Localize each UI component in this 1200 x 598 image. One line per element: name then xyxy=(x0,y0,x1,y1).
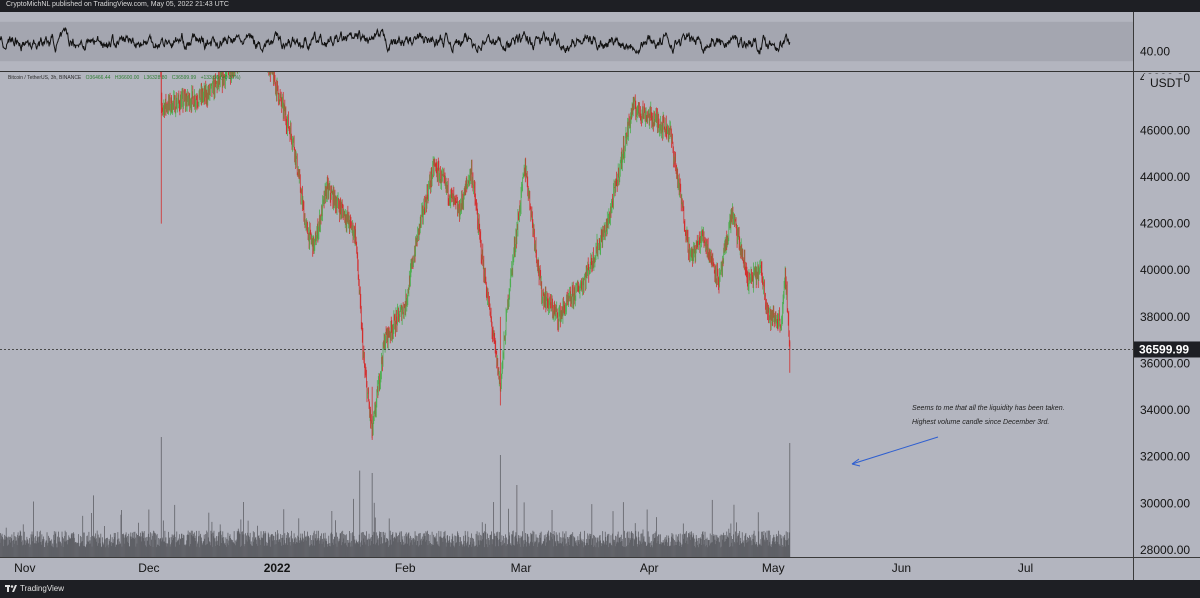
rsi-pane: 40.00 xyxy=(0,21,1170,62)
legend-close: C36599.99 xyxy=(172,75,197,81)
rsi-band xyxy=(0,21,1133,62)
tradingview-logo-icon xyxy=(5,585,17,592)
y-tick-label: 40000.00 xyxy=(1140,263,1190,277)
candlestick-series xyxy=(160,72,791,440)
price-chart[interactable]: 40.00 Bitcoin / TetherUS, 3h, BINANCE O3… xyxy=(0,12,1200,580)
chart-background xyxy=(0,12,1200,580)
annotation-arrow xyxy=(851,436,939,465)
bottom-bar: TradingView xyxy=(0,580,1200,598)
x-tick-label: Feb xyxy=(395,561,416,575)
annotation-line-2: Highest volume candle since December 3rd… xyxy=(912,419,1049,426)
legend-symbol: Bitcoin / TetherUS, 3h, BINANCE xyxy=(8,75,82,81)
x-tick-label: Jun xyxy=(892,561,911,575)
y-tick-label: 28000.00 xyxy=(1140,543,1190,557)
last-price-label: 36599.99 xyxy=(1139,342,1189,356)
published-line: CryptoMichNL published on TradingView.co… xyxy=(6,1,229,8)
y-tick-label: 38000.00 xyxy=(1140,310,1190,324)
y-tick-label: 32000.00 xyxy=(1140,450,1190,464)
x-tick-label: Dec xyxy=(138,561,159,575)
rsi-level-label: 40.00 xyxy=(1140,44,1170,58)
volume-histogram xyxy=(0,437,791,557)
x-tick-label: Mar xyxy=(511,561,532,575)
arrow-head-icon xyxy=(851,458,861,467)
legend-high: H36600.00 xyxy=(115,75,140,81)
x-tick-label: Jul xyxy=(1018,561,1033,575)
last-price-tag-background xyxy=(1134,341,1200,358)
legend-open: O36466.44 xyxy=(86,75,111,81)
annotation-line-1: Seems to me that all the liquidity has b… xyxy=(912,405,1065,412)
y-tick-label: 44000.00 xyxy=(1140,170,1190,184)
x-tick-label: Apr xyxy=(640,561,659,575)
y-tick-label: 42000.00 xyxy=(1140,217,1190,231)
x-axis[interactable]: Nov Dec 2022 Feb Mar Apr May Jun Jul xyxy=(14,561,1033,575)
x-tick-label: Nov xyxy=(14,561,35,575)
last-price-tag: 36599.99 xyxy=(1134,341,1200,358)
y-tick-label: 30000.00 xyxy=(1140,496,1190,510)
x-tick-label: 2022 xyxy=(264,561,291,575)
top-bar: CryptoMichNL published on TradingView.co… xyxy=(0,0,1200,12)
y-tick-label: 34000.00 xyxy=(1140,403,1190,417)
currency-label-background xyxy=(1144,74,1184,90)
legend-change: +133.56 (+0.37%) xyxy=(201,75,241,81)
y-axis[interactable]: 28000.00 30000.00 32000.00 34000.00 36000.00… xyxy=(1140,123,1190,557)
footer-brand: TradingView xyxy=(20,584,65,593)
rsi-line xyxy=(0,26,791,55)
y-tick-label: 36000.00 xyxy=(1140,356,1190,370)
y-tick-label: 46000.00 xyxy=(1140,123,1190,137)
annotation[interactable]: Seems to me that all the liquidity has b… xyxy=(851,405,1065,467)
legend-low: L36328.80 xyxy=(144,75,168,81)
svg-text:Bitcoin / TetherUS, 3h, BINANC: Bitcoin / TetherUS, 3h, BINANCE O36466.4… xyxy=(8,75,241,81)
x-tick-label: May xyxy=(762,561,785,575)
symbol-legend: Bitcoin / TetherUS, 3h, BINANCE O36466.4… xyxy=(8,75,241,81)
currency-label: USDT xyxy=(1150,76,1183,90)
